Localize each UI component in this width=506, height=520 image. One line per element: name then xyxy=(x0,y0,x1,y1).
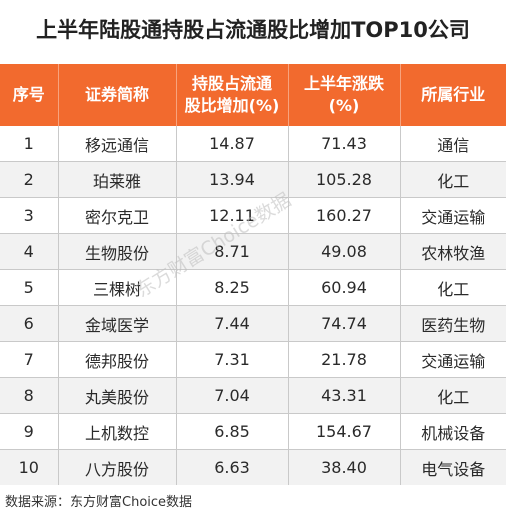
cell-no: 10 xyxy=(0,449,58,485)
table-row: 1 移远通信 14.87 71.43 通信 xyxy=(0,126,506,162)
cell-change: 43.31 xyxy=(287,377,400,414)
cell-no: 2 xyxy=(0,161,58,198)
cell-no: 4 xyxy=(0,233,58,270)
col-header-name-line1: 证券简称 xyxy=(84,85,149,104)
table-row: 8 丸美股份 7.04 43.31 化工 xyxy=(0,377,506,414)
cell-no: 6 xyxy=(0,305,58,342)
cell-name: 珀莱雅 xyxy=(57,161,176,198)
cell-industry: 化工 xyxy=(399,269,506,306)
table-row: 3 密尔克卫 12.11 160.27 交通运输 xyxy=(0,197,506,234)
cell-industry: 交通运输 xyxy=(399,341,506,378)
cell-industry: 电气设备 xyxy=(399,449,506,485)
cell-name: 金域医学 xyxy=(57,305,176,342)
cell-increase: 6.85 xyxy=(175,413,288,450)
col-header-increase: 持股占流通 股比增加(%) xyxy=(175,64,288,126)
cell-industry: 通信 xyxy=(399,126,506,162)
cell-increase: 14.87 xyxy=(175,126,288,162)
table-body: 1 移远通信 14.87 71.43 通信 2 珀莱雅 13.94 105.28… xyxy=(0,126,506,485)
cell-industry: 交通运输 xyxy=(399,197,506,234)
cell-change: 60.94 xyxy=(287,269,400,306)
cell-no: 3 xyxy=(0,197,58,234)
cell-change: 21.78 xyxy=(287,341,400,378)
cell-name: 上机数控 xyxy=(57,413,176,450)
cell-change: 74.74 xyxy=(287,305,400,342)
cell-industry: 医药生物 xyxy=(399,305,506,342)
col-header-no: 序号 xyxy=(0,64,58,126)
cell-no: 8 xyxy=(0,377,58,414)
cell-name: 丸美股份 xyxy=(57,377,176,414)
cell-name: 八方股份 xyxy=(57,449,176,485)
cell-name: 生物股份 xyxy=(57,233,176,270)
col-header-increase-line1: 持股占流通 xyxy=(191,74,272,93)
cell-increase: 12.11 xyxy=(175,197,288,234)
table-header: 序号 证券简称 持股占流通 股比增加(%) 上半年涨跌 (%) 所属行业 xyxy=(0,64,506,126)
cell-change: 105.28 xyxy=(287,161,400,198)
cell-change: 154.67 xyxy=(287,413,400,450)
col-header-no-line1: 序号 xyxy=(12,85,45,104)
cell-no: 7 xyxy=(0,341,58,378)
top10-table: 序号 证券简称 持股占流通 股比增加(%) 上半年涨跌 (%) 所属行业 1 移… xyxy=(0,64,506,485)
table-row: 5 三棵树 8.25 60.94 化工 xyxy=(0,269,506,306)
cell-increase: 8.71 xyxy=(175,233,288,270)
table-row: 6 金域医学 7.44 74.74 医药生物 xyxy=(0,305,506,342)
cell-increase: 7.31 xyxy=(175,341,288,378)
cell-increase: 13.94 xyxy=(175,161,288,198)
col-header-increase-line2: 股比增加(%) xyxy=(184,96,280,115)
table-row: 7 德邦股份 7.31 21.78 交通运输 xyxy=(0,341,506,378)
cell-industry: 机械设备 xyxy=(399,413,506,450)
table-row: 4 生物股份 8.71 49.08 农林牧渔 xyxy=(0,233,506,270)
cell-industry: 农林牧渔 xyxy=(399,233,506,270)
cell-increase: 6.63 xyxy=(175,449,288,485)
cell-change: 49.08 xyxy=(287,233,400,270)
cell-no: 1 xyxy=(0,126,58,162)
table-row: 2 珀莱雅 13.94 105.28 化工 xyxy=(0,161,506,198)
table-row: 9 上机数控 6.85 154.67 机械设备 xyxy=(0,413,506,450)
header-row: 序号 证券简称 持股占流通 股比增加(%) 上半年涨跌 (%) 所属行业 xyxy=(0,64,506,126)
cell-industry: 化工 xyxy=(399,377,506,414)
col-header-name: 证券简称 xyxy=(57,64,176,126)
table-row: 10 八方股份 6.63 38.40 电气设备 xyxy=(0,449,506,485)
page-title: 上半年陆股通持股占流通股比增加TOP10公司 xyxy=(36,18,470,42)
col-header-change: 上半年涨跌 (%) xyxy=(287,64,400,126)
source-note: 数据来源：东方财富Choice数据 xyxy=(5,495,193,510)
cell-change: 160.27 xyxy=(287,197,400,234)
cell-increase: 8.25 xyxy=(175,269,288,306)
col-header-industry-line1: 所属行业 xyxy=(421,85,486,104)
cell-change: 38.40 xyxy=(287,449,400,485)
cell-no: 5 xyxy=(0,269,58,306)
cell-increase: 7.44 xyxy=(175,305,288,342)
cell-name: 德邦股份 xyxy=(57,341,176,378)
cell-name: 三棵树 xyxy=(57,269,176,306)
cell-change: 71.43 xyxy=(287,126,400,162)
cell-industry: 化工 xyxy=(399,161,506,198)
cell-name: 密尔克卫 xyxy=(57,197,176,234)
cell-no: 9 xyxy=(0,413,58,450)
cell-increase: 7.04 xyxy=(175,377,288,414)
cell-name: 移远通信 xyxy=(57,126,176,162)
col-header-change-line1: 上半年涨跌 xyxy=(303,74,384,93)
col-header-change-line2: (%) xyxy=(328,96,360,115)
col-header-industry: 所属行业 xyxy=(399,64,506,126)
